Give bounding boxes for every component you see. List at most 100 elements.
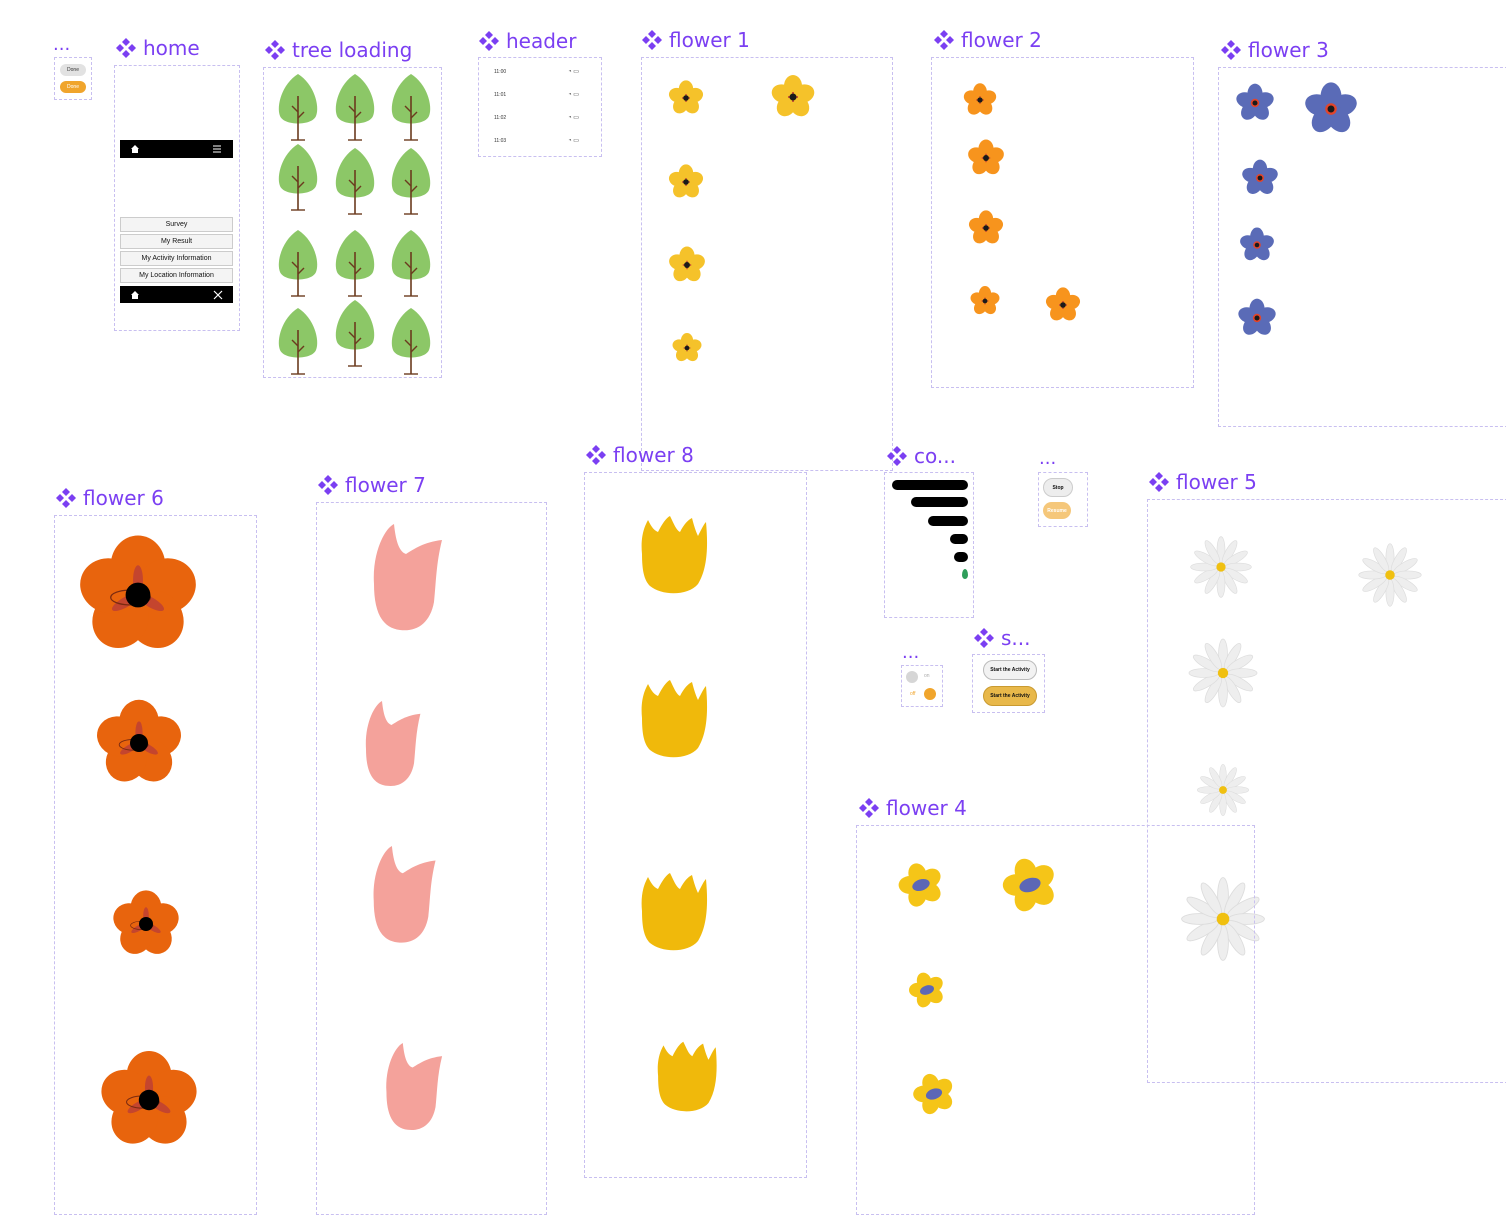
component-title: header: [506, 29, 577, 53]
component-label-stop[interactable]: ...: [1039, 448, 1056, 469]
component-label-flower-6[interactable]: flower 6: [55, 486, 164, 510]
component-label-toggle[interactable]: ...: [902, 642, 919, 663]
done-button-orange[interactable]: Done: [60, 81, 86, 93]
progress-bar: [911, 497, 968, 507]
component-label-flower-2[interactable]: flower 2: [933, 28, 1042, 52]
component-icon: [858, 797, 880, 819]
flower-5-icon: [1195, 762, 1251, 818]
tree-icon: [333, 228, 377, 298]
tree-icon: [276, 72, 320, 142]
flower-2-icon: [1043, 285, 1083, 325]
frame-flower-5: [1147, 499, 1506, 1083]
tree-icon: [276, 142, 320, 212]
close-icon[interactable]: [213, 290, 223, 300]
component-title: flower 2: [961, 28, 1042, 52]
component-icon: [264, 39, 286, 61]
resume-button[interactable]: Resume: [1043, 502, 1071, 519]
component-label-flower-8[interactable]: flower 8: [585, 443, 694, 467]
flower-1-icon: [666, 244, 708, 286]
progress-bar: [950, 534, 968, 544]
component-title: flower 5: [1176, 470, 1257, 494]
tree-icon: [333, 298, 377, 368]
tree-icon: [276, 306, 320, 376]
component-title: flower 6: [83, 486, 164, 510]
frame-flower-3: [1218, 67, 1506, 427]
flower-7-icon: [362, 524, 446, 634]
component-label-start[interactable]: s...: [973, 626, 1031, 650]
frame-done-buttons: [54, 57, 92, 100]
status-time: 11:02: [494, 115, 507, 121]
component-icon: [478, 30, 500, 52]
component-title: tree loading: [292, 38, 413, 62]
flower-4-icon: [996, 856, 1064, 914]
flower-4-icon: [908, 1072, 960, 1116]
wifi-battery-icon: ◔ ▭: [568, 115, 579, 121]
flower-1-icon: [768, 72, 818, 122]
component-title: ...: [1039, 448, 1057, 469]
tree-icon: [389, 72, 433, 142]
component-icon: [317, 474, 339, 496]
wifi-battery-icon: ◔ ▭: [568, 138, 579, 144]
status-time: 11:00: [494, 69, 507, 75]
status-time: 11:01: [494, 92, 507, 98]
done-button-grey[interactable]: Done: [60, 64, 86, 76]
start-activity-button-active[interactable]: Start the Activity: [983, 686, 1037, 706]
component-label-header[interactable]: header: [478, 29, 576, 53]
component-label-flower-7[interactable]: flower 7: [317, 473, 426, 497]
progress-bar: [954, 552, 968, 562]
flower-1-icon: [666, 78, 706, 118]
home-top-bar: [120, 140, 233, 158]
component-title: flower 4: [886, 796, 967, 820]
component-label-flower-3[interactable]: flower 3: [1220, 38, 1329, 62]
progress-bar: [892, 480, 968, 490]
home-bottom-bar: [120, 286, 233, 303]
flower-5-icon: [1356, 541, 1424, 609]
flower-6-icon: [111, 887, 181, 961]
flower-4-icon: [904, 972, 950, 1008]
menu-item-location-information[interactable]: My Location Information: [120, 268, 233, 283]
component-icon: [641, 29, 663, 51]
hamburger-menu-icon[interactable]: [212, 144, 222, 154]
tree-icon: [389, 306, 433, 376]
flower-3-icon: [1236, 297, 1278, 339]
flower-8-icon: [638, 868, 708, 954]
component-title: flower 1: [669, 28, 750, 52]
frame-start: [972, 654, 1045, 713]
component-label-flower-5[interactable]: flower 5: [1148, 470, 1257, 494]
flower-8-icon: [638, 678, 708, 758]
component-icon: [1220, 39, 1242, 61]
toggle-knob-on[interactable]: [924, 688, 936, 700]
start-activity-button[interactable]: Start the Activity: [983, 660, 1037, 680]
component-label-co[interactable]: co...: [886, 444, 956, 468]
component-icon: [585, 444, 607, 466]
flower-2-icon: [965, 137, 1007, 179]
flower-1-icon: [666, 162, 706, 202]
flower-3-icon: [1240, 158, 1280, 198]
stop-button[interactable]: Stop: [1043, 478, 1073, 497]
component-label-tree-loading[interactable]: tree loading: [264, 38, 412, 62]
flower-3-icon: [1302, 80, 1360, 138]
menu-item-my-result[interactable]: My Result: [120, 234, 233, 249]
frame-flower-2: [931, 57, 1194, 388]
flower-6-icon: [98, 1049, 200, 1151]
flower-2-icon: [968, 284, 1002, 318]
component-title: flower 8: [613, 443, 694, 467]
component-label-home[interactable]: home: [115, 36, 200, 60]
flower-2-icon: [961, 81, 999, 119]
flower-2-icon: [966, 208, 1006, 248]
component-label-flower-1[interactable]: flower 1: [641, 28, 750, 52]
flower-7-icon: [358, 700, 422, 790]
component-icon: [973, 627, 995, 649]
component-label-flower-4[interactable]: flower 4: [858, 796, 967, 820]
menu-item-survey[interactable]: Survey: [120, 217, 233, 232]
home-icon[interactable]: [130, 144, 140, 154]
component-label-done[interactable]: ...: [53, 34, 70, 55]
menu-item-activity-information[interactable]: My Activity Information: [120, 251, 233, 266]
wifi-battery-icon: ◔ ▭: [568, 92, 579, 98]
tree-icon: [333, 72, 377, 142]
home-icon[interactable]: [130, 290, 140, 300]
toggle-knob-off[interactable]: [906, 671, 918, 683]
toggle-off-label: off: [910, 691, 916, 697]
flower-6-icon: [76, 530, 200, 660]
component-title: co...: [914, 444, 956, 468]
